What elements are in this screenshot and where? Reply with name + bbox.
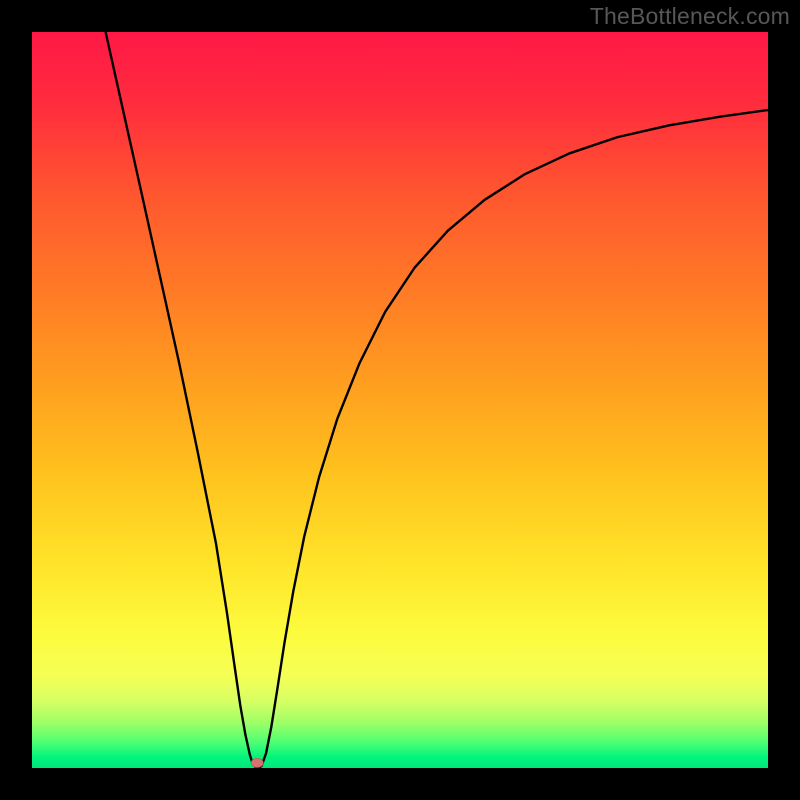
minimum-marker [251,758,263,767]
curve-layer [32,32,768,768]
plot-area [32,32,768,768]
bottleneck-curve [106,32,768,768]
watermark-text: TheBottleneck.com [590,3,790,30]
